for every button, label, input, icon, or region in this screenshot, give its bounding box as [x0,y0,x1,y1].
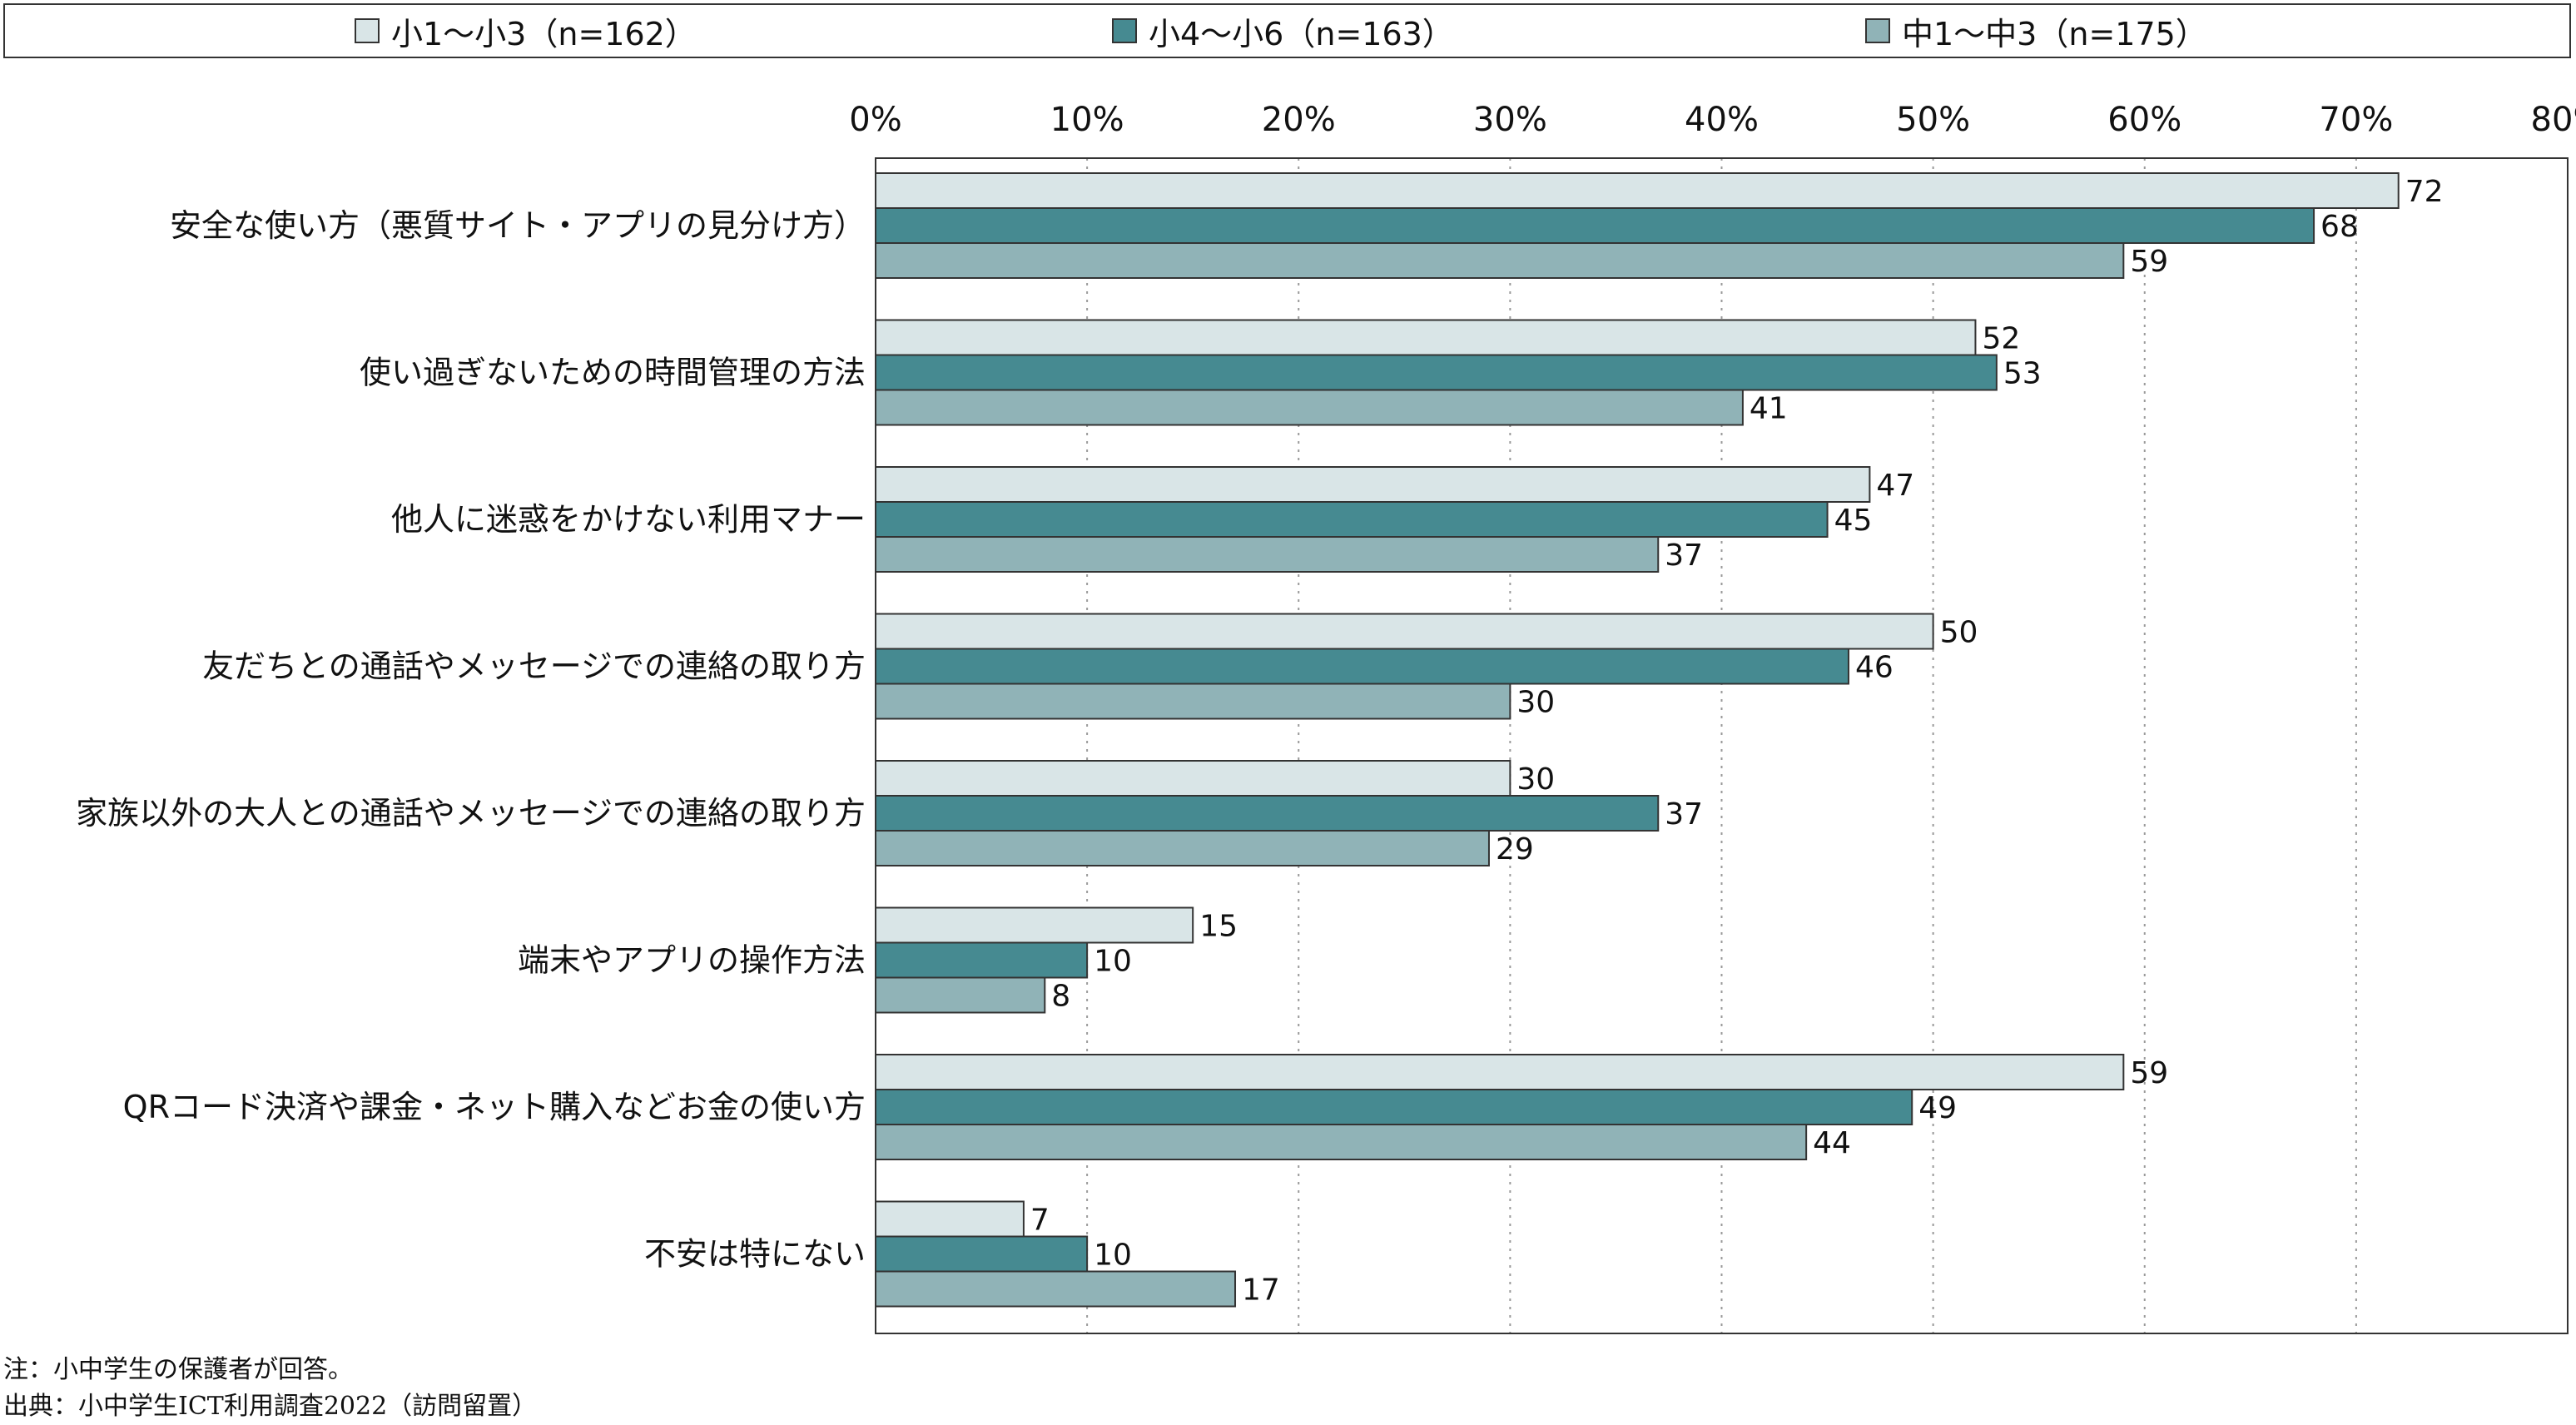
category-label: 友だちとの通話やメッセージでの連絡の取り方 [202,648,866,685]
bar [875,536,1660,573]
bar [875,830,1490,866]
data-label: 47 [1876,469,1914,503]
data-label: 29 [1496,832,1534,866]
bar [875,760,1511,797]
data-label: 52 [1982,322,2020,356]
data-label: 59 [2130,1056,2168,1090]
data-label: 17 [1242,1274,1280,1308]
x-tick-label: 60% [2107,101,2181,139]
legend: 小1〜小3（n=162） 小4〜小6（n=163） 中1〜中3（n=175） [3,3,2571,58]
bar [875,207,2315,244]
note-text: 注：小中学生の保護者が回答。 [3,1355,353,1384]
x-axis-ticks: 0% 10% 20% 30% 40% 50% 60% 70% 80% [849,101,2576,139]
x-tick-label: 10% [1050,101,1124,139]
category-label: 使い過ぎないための時間管理の方法 [360,355,866,391]
category-label: 安全な使い方（悪質サイト・アプリの見分け方） [170,207,866,244]
bar [875,1200,1025,1238]
bar [875,389,1744,426]
data-label: 46 [1855,651,1894,685]
source-text: 出典：小中学生ICT利用調査2022（訪問留置） [3,1392,538,1421]
bar [875,172,2400,209]
data-label: 10 [1094,1239,1132,1273]
x-tick-label: 70% [2319,101,2393,139]
bar [875,1054,2125,1090]
data-label: 45 [1834,504,1873,538]
legend-swatch-s2 [1112,18,1137,43]
data-label: 7 [1030,1204,1050,1238]
x-tick-label: 20% [1262,101,1336,139]
data-label: 15 [1199,910,1238,944]
bar [875,1089,1913,1125]
data-label: 59 [2130,245,2168,279]
legend-label-s1: 小1〜小3（n=162） [391,15,697,52]
bar [875,941,1089,979]
bar [875,683,1511,720]
x-tick-label: 50% [1896,101,1970,139]
bar [875,319,1977,356]
data-label: 49 [1918,1091,1957,1125]
category-label: 不安は特にない [644,1236,866,1273]
x-tick-label: 30% [1473,101,1547,139]
bar [875,1270,1237,1308]
category-label: 端末やアプリの操作方法 [518,942,866,979]
data-label: 37 [1665,797,1703,832]
x-tick-label: 0% [849,101,901,139]
data-label: 50 [1940,616,1978,650]
bar [875,976,1046,1014]
bar [875,906,1194,944]
legend-item-s1: 小1〜小3（n=162） [355,5,697,57]
data-label: 41 [1750,392,1788,426]
legend-label-s2: 小4〜小6（n=163） [1149,15,1454,52]
bar [875,354,1998,391]
data-label: 30 [1516,686,1555,720]
legend-item-s3: 中1〜中3（n=175） [1865,5,2207,57]
x-tick-label: 40% [1685,101,1759,139]
category-label: QRコード決済や課金・ネット購入などお金の使い方 [123,1089,866,1125]
data-label: 8 [1051,980,1070,1014]
legend-label-s3: 中1〜中3（n=175） [1902,15,2207,52]
data-label: 37 [1665,539,1703,573]
bar [875,1235,1089,1273]
category-label: 他人に迷惑をかけない利用マナー [391,501,866,538]
bar [875,242,2125,279]
data-label: 72 [2405,175,2444,209]
bar [875,466,1871,503]
data-label: 53 [2003,357,2042,391]
legend-swatch-s1 [355,18,380,43]
bar [875,648,1849,685]
category-label: 家族以外の大人との通話やメッセージでの連絡の取り方 [76,795,866,832]
category-labels: 安全な使い方（悪質サイト・アプリの見分け方） 使い過ぎないための時間管理の方法他人… [76,207,866,1273]
plot-frame [875,157,2569,1334]
data-label: 30 [1516,762,1555,797]
data-label: 68 [2320,210,2359,244]
bar [875,501,1829,538]
bar [875,1124,1808,1160]
data-label: 10 [1094,945,1132,979]
legend-swatch-s3 [1865,18,1890,43]
x-tick-label: 80% [2531,101,2576,139]
data-label: 44 [1813,1126,1851,1160]
bar [875,795,1660,832]
bar [875,613,1934,650]
legend-item-s2: 小4〜小6（n=163） [1112,5,1454,57]
